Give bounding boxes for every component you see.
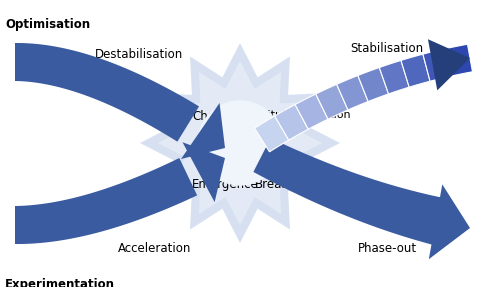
Polygon shape xyxy=(158,61,322,225)
Polygon shape xyxy=(401,54,430,87)
Polygon shape xyxy=(254,138,445,245)
Text: Phase-out: Phase-out xyxy=(358,242,417,255)
Polygon shape xyxy=(140,43,340,243)
Text: Acceleration: Acceleration xyxy=(118,242,192,255)
Text: Chaos: Chaos xyxy=(192,110,228,123)
Polygon shape xyxy=(181,103,225,159)
Circle shape xyxy=(198,101,282,185)
Polygon shape xyxy=(429,185,470,259)
Text: Institutionalisation: Institutionalisation xyxy=(248,110,352,120)
Polygon shape xyxy=(182,142,225,202)
Polygon shape xyxy=(15,158,197,244)
Polygon shape xyxy=(15,43,199,142)
Polygon shape xyxy=(274,104,308,140)
Text: Breakdown: Breakdown xyxy=(255,178,321,191)
Polygon shape xyxy=(445,44,472,76)
Polygon shape xyxy=(358,67,388,102)
Text: Optimisation: Optimisation xyxy=(5,18,90,31)
Polygon shape xyxy=(380,60,409,94)
Polygon shape xyxy=(316,84,348,119)
Text: Destabilisation: Destabilisation xyxy=(95,48,183,61)
Text: Emergence: Emergence xyxy=(192,178,259,191)
Text: Experimentation: Experimentation xyxy=(5,278,115,287)
Polygon shape xyxy=(295,94,328,129)
Polygon shape xyxy=(254,116,289,152)
Text: Stabilisation: Stabilisation xyxy=(350,42,423,55)
Polygon shape xyxy=(336,75,368,110)
Polygon shape xyxy=(428,39,470,90)
Polygon shape xyxy=(423,49,451,81)
